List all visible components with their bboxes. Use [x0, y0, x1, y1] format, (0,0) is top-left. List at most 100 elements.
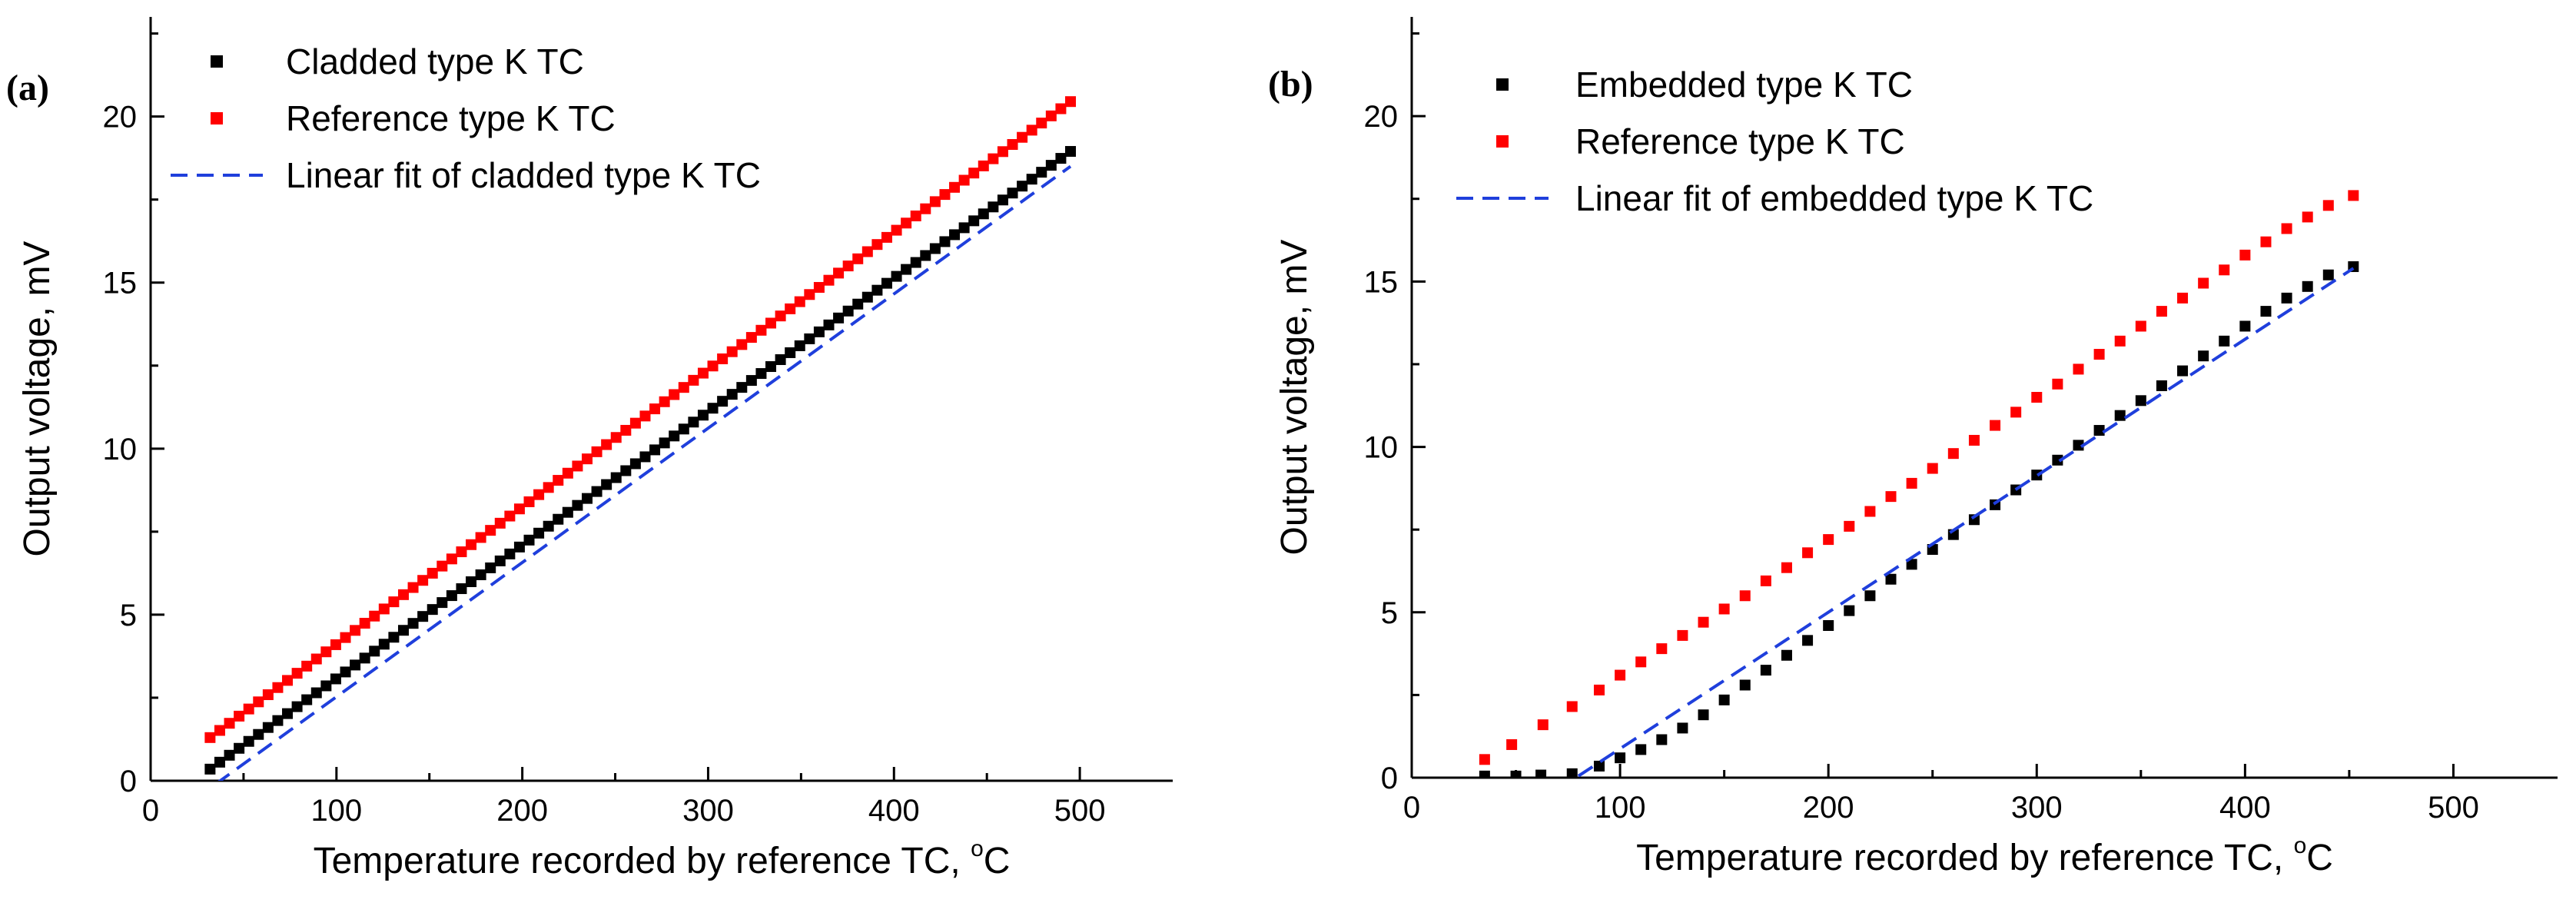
data-point — [553, 513, 564, 525]
data-point — [813, 281, 825, 293]
fit-line — [217, 164, 1072, 781]
data-point — [958, 222, 970, 234]
data-point — [2198, 350, 2209, 362]
data-point — [1718, 603, 1730, 615]
data-point — [282, 675, 294, 686]
data-point — [755, 324, 767, 336]
data-point — [620, 465, 632, 476]
data-point — [359, 652, 370, 664]
y-axis-title: Output voltage, mV — [17, 241, 58, 557]
data-point — [446, 590, 457, 602]
data-point — [901, 264, 912, 275]
data-point — [1802, 635, 1814, 646]
data-point — [485, 525, 496, 536]
data-point — [949, 229, 961, 241]
legend-label: Embedded type K TC — [1575, 65, 1913, 105]
data-point — [310, 687, 322, 699]
data-point — [1906, 477, 1917, 489]
data-point — [745, 375, 757, 387]
data-point — [562, 506, 573, 518]
data-point — [1885, 573, 1897, 585]
data-point — [871, 239, 883, 251]
data-point — [1698, 616, 1709, 628]
y-tick-label: 10 — [103, 433, 138, 466]
data-point — [997, 146, 1008, 158]
y-tick-label: 20 — [103, 101, 138, 134]
data-point — [1927, 463, 1938, 474]
data-point — [475, 532, 486, 543]
data-point — [707, 360, 719, 372]
data-point — [1823, 620, 1834, 631]
data-point — [2281, 292, 2292, 304]
data-point — [707, 403, 719, 414]
data-point — [833, 312, 845, 324]
data-point — [388, 632, 400, 643]
data-point — [639, 410, 651, 422]
legend-marker — [1496, 78, 1509, 91]
legend-label: Reference type K TC — [286, 98, 616, 138]
data-point — [2135, 395, 2146, 407]
fit-line — [1577, 267, 2355, 778]
data-point — [1566, 701, 1578, 712]
data-point — [1864, 506, 1876, 517]
data-point — [794, 296, 805, 307]
data-point — [397, 625, 409, 636]
data-point — [717, 353, 729, 364]
data-point — [2302, 211, 2313, 223]
plot-area — [1479, 190, 2359, 778]
data-point — [833, 267, 845, 279]
data-point — [272, 682, 284, 693]
data-point — [610, 472, 622, 483]
data-point — [2156, 306, 2167, 317]
data-point — [1026, 174, 1037, 185]
data-point — [1739, 679, 1751, 691]
x-axis-title-unit: C — [2306, 838, 2333, 878]
data-point — [1781, 562, 1792, 573]
data-point — [2177, 365, 2189, 377]
data-point — [852, 298, 864, 310]
data-point — [629, 458, 641, 470]
data-point — [610, 432, 622, 443]
data-point — [1947, 448, 1959, 460]
data-point — [350, 625, 361, 636]
data-point — [2198, 277, 2209, 289]
data-point — [456, 583, 467, 595]
x-tick-label: 100 — [310, 794, 362, 828]
data-point — [978, 160, 989, 171]
data-point — [1677, 722, 1688, 734]
data-point — [340, 632, 351, 643]
data-point — [350, 659, 361, 671]
data-point — [572, 460, 583, 472]
x-tick-label: 500 — [1054, 794, 1106, 828]
data-point — [378, 603, 390, 615]
data-point — [871, 284, 883, 296]
data-point — [504, 510, 516, 522]
data-point — [553, 475, 564, 486]
data-point — [533, 527, 545, 539]
data-point — [2302, 280, 2313, 292]
data-point — [253, 696, 264, 708]
data-point — [639, 451, 651, 463]
data-point — [939, 189, 951, 201]
data-point — [861, 246, 873, 257]
data-point — [736, 339, 748, 350]
data-point — [1026, 124, 1037, 136]
data-point — [697, 410, 709, 421]
data-point — [1065, 146, 1076, 158]
data-point — [958, 174, 970, 186]
data-point — [1656, 643, 1668, 655]
data-point — [1635, 656, 1647, 668]
data-point — [2239, 249, 2251, 261]
data-point — [301, 694, 313, 705]
data-point — [1844, 605, 1855, 616]
data-point — [562, 467, 573, 479]
data-point — [968, 168, 980, 179]
data-point — [485, 562, 496, 573]
data-point — [2031, 392, 2043, 403]
data-point — [968, 215, 980, 227]
x-tick-label: 400 — [2219, 791, 2271, 825]
panel-b: 0 100 200 300 400 500 0 5 10 15 20 Temperature reco… — [1268, 17, 2558, 878]
x-tick-label: 500 — [2428, 791, 2479, 825]
data-point — [1045, 110, 1057, 121]
data-point — [475, 569, 486, 580]
